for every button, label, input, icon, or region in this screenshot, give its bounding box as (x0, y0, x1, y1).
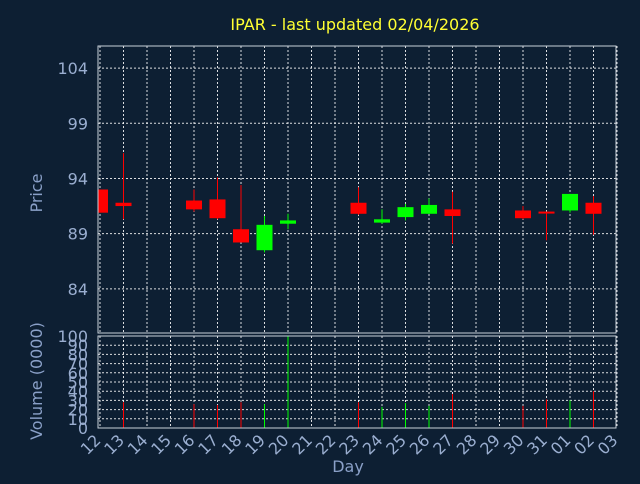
candle-body (115, 202, 132, 207)
volume-tick-label: 80 (68, 345, 88, 364)
volume-panel-frame (97, 335, 617, 429)
volume-tick-label: 20 (68, 401, 88, 420)
chart-title: IPAR - last updated 02/04/2026 (230, 15, 479, 34)
price-panel-frame (97, 45, 617, 334)
volume-axis-label: Volume (0000) (27, 322, 46, 440)
price-axis-label: Price (27, 173, 46, 212)
volume-tick-label: 30 (68, 391, 88, 410)
candle-body (209, 199, 226, 219)
volume-tick-label: 70 (68, 355, 88, 374)
price-tick-label: 89 (68, 225, 88, 244)
volume-bars (123, 336, 594, 428)
candle-body (421, 204, 437, 214)
candle-body (256, 224, 273, 251)
candle-body (585, 202, 602, 214)
tick-labels: 8489949910401020304050607080901001213141… (57, 59, 621, 458)
candle-body (186, 200, 202, 210)
candle-body (562, 193, 578, 211)
panel-frames (97, 45, 617, 429)
volume-tick-label: 50 (68, 373, 88, 392)
price-grid (98, 46, 618, 333)
candle-body (374, 219, 390, 223)
price-tick-label: 99 (68, 114, 88, 133)
price-candles (98, 153, 602, 253)
candle-body (233, 229, 249, 243)
candle-body (538, 211, 555, 214)
volume-tick-label: 100 (57, 327, 88, 346)
volume-grid (98, 335, 618, 429)
candle-body (397, 207, 414, 218)
candle-body (515, 210, 531, 219)
volume-tick-label: 40 (68, 382, 88, 401)
candle-body (98, 189, 108, 213)
candle-body (444, 209, 461, 216)
x-axis-label: Day (332, 457, 364, 476)
candle-body (350, 202, 367, 214)
x-tick-label: 03 (594, 431, 622, 459)
volume-tick-label: 10 (68, 410, 88, 429)
volume-tick-label: 90 (68, 336, 88, 355)
price-tick-label: 84 (68, 280, 88, 299)
candle-body (280, 220, 296, 224)
volume-tick-label: 60 (68, 364, 88, 383)
price-tick-label: 94 (68, 169, 88, 188)
volume-tick-label: 0 (78, 419, 88, 438)
price-tick-label: 104 (57, 59, 88, 78)
